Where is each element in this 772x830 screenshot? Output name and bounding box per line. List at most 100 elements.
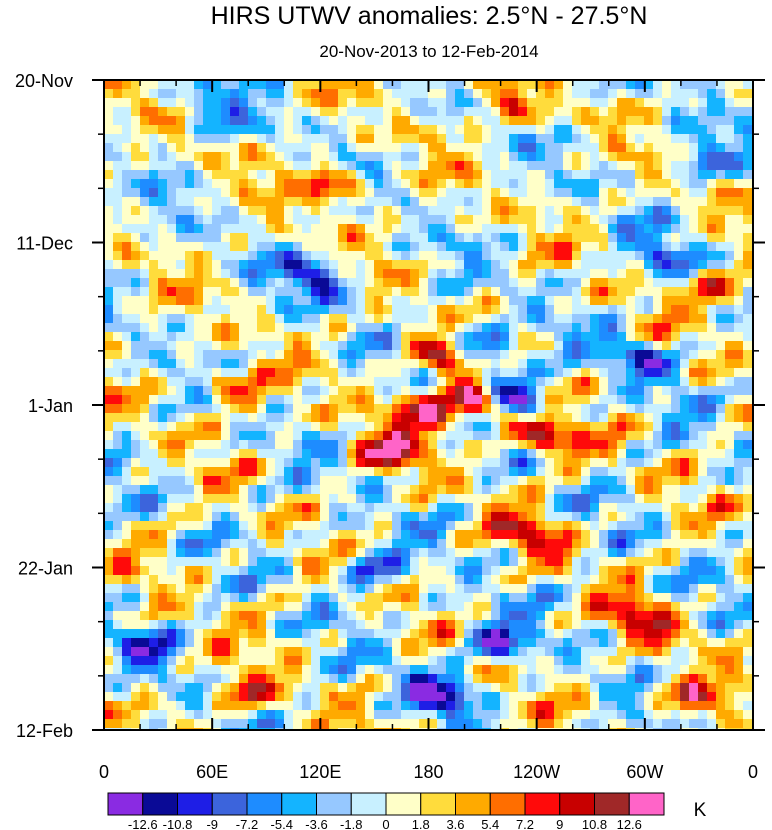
heatmap-cell	[338, 557, 348, 567]
heatmap-cell	[284, 629, 294, 639]
heatmap-cell	[734, 476, 744, 486]
heatmap-cell	[311, 269, 321, 279]
heatmap-cell	[248, 611, 258, 621]
heatmap-cell	[203, 584, 213, 594]
heatmap-cell	[662, 341, 672, 351]
heatmap-cell	[257, 440, 267, 450]
heatmap-cell	[635, 341, 645, 351]
heatmap-cell	[176, 116, 186, 126]
heatmap-cell	[419, 575, 429, 585]
heatmap-cell	[662, 233, 672, 243]
heatmap-cell	[149, 377, 159, 387]
heatmap-cell	[194, 161, 204, 171]
heatmap-cell	[140, 467, 150, 477]
heatmap-cell	[581, 143, 591, 153]
heatmap-cell	[536, 674, 546, 684]
heatmap-cell	[617, 647, 627, 657]
heatmap-cell	[572, 503, 582, 513]
heatmap-cell	[536, 593, 546, 603]
heatmap-cell	[680, 350, 690, 360]
heatmap-cell	[608, 431, 618, 441]
heatmap-cell	[464, 179, 474, 189]
heatmap-cell	[743, 395, 753, 405]
heatmap-cell	[158, 674, 168, 684]
heatmap-cell	[527, 134, 537, 144]
heatmap-cell	[680, 665, 690, 675]
heatmap-cell	[527, 674, 537, 684]
heatmap-cell	[392, 278, 402, 288]
heatmap-cell	[716, 296, 726, 306]
heatmap-cell	[176, 278, 186, 288]
heatmap-cell	[698, 485, 708, 495]
heatmap-cell	[266, 629, 276, 639]
heatmap-cell	[536, 575, 546, 585]
heatmap-cell	[464, 566, 474, 576]
heatmap-cell	[320, 305, 330, 315]
heatmap-cell	[554, 332, 564, 342]
heatmap-cell	[284, 359, 294, 369]
heatmap-cell	[212, 260, 222, 270]
heatmap-cell	[725, 548, 735, 558]
heatmap-cell	[635, 170, 645, 180]
heatmap-cell	[176, 359, 186, 369]
heatmap-cell	[176, 287, 186, 297]
heatmap-cell	[401, 548, 411, 558]
heatmap-cell	[275, 620, 285, 630]
heatmap-cell	[239, 647, 249, 657]
heatmap-cell	[266, 431, 276, 441]
heatmap-cell	[599, 674, 609, 684]
heatmap-cell	[293, 458, 303, 468]
heatmap-cell	[428, 341, 438, 351]
heatmap-cell	[563, 566, 573, 576]
heatmap-cell	[356, 242, 366, 252]
heatmap-cell	[653, 296, 663, 306]
heatmap-cell	[122, 620, 132, 630]
heatmap-cell	[257, 494, 267, 504]
heatmap-cell	[680, 611, 690, 621]
heatmap-cell	[707, 584, 717, 594]
heatmap-cell	[662, 458, 672, 468]
heatmap-cell	[491, 359, 501, 369]
heatmap-cell	[221, 683, 231, 693]
heatmap-cell	[491, 458, 501, 468]
heatmap-cell	[122, 350, 132, 360]
heatmap-cell	[590, 566, 600, 576]
heatmap-cell	[644, 314, 654, 324]
heatmap-cell	[734, 521, 744, 531]
heatmap-cell	[734, 503, 744, 513]
heatmap-cell	[419, 539, 429, 549]
heatmap-cell	[176, 233, 186, 243]
heatmap-cell	[401, 377, 411, 387]
heatmap-cell	[329, 431, 339, 441]
heatmap-cell	[356, 620, 366, 630]
heatmap-cell	[518, 656, 528, 666]
heatmap-cell	[320, 206, 330, 216]
heatmap-cell	[383, 557, 393, 567]
heatmap-cell	[482, 215, 492, 225]
heatmap-cell	[275, 692, 285, 702]
heatmap-cell	[212, 521, 222, 531]
heatmap-cell	[329, 494, 339, 504]
heatmap-cell	[482, 125, 492, 135]
heatmap-cell	[680, 89, 690, 99]
heatmap-cell	[347, 692, 357, 702]
heatmap-cell	[338, 152, 348, 162]
heatmap-cell	[473, 512, 483, 522]
heatmap-cell	[158, 179, 168, 189]
heatmap-cell	[446, 611, 456, 621]
heatmap-cell	[500, 593, 510, 603]
heatmap-cell	[725, 125, 735, 135]
heatmap-cell	[167, 251, 177, 261]
heatmap-cell	[644, 638, 654, 648]
heatmap-cell	[104, 674, 114, 684]
heatmap-cell	[329, 674, 339, 684]
heatmap-cell	[212, 449, 222, 459]
heatmap-cell	[464, 593, 474, 603]
heatmap-cell	[149, 530, 159, 540]
heatmap-cell	[545, 611, 555, 621]
heatmap-cell	[320, 341, 330, 351]
heatmap-cell	[644, 125, 654, 135]
heatmap-cell	[131, 476, 141, 486]
heatmap-cell	[581, 368, 591, 378]
heatmap-cell	[743, 521, 753, 531]
